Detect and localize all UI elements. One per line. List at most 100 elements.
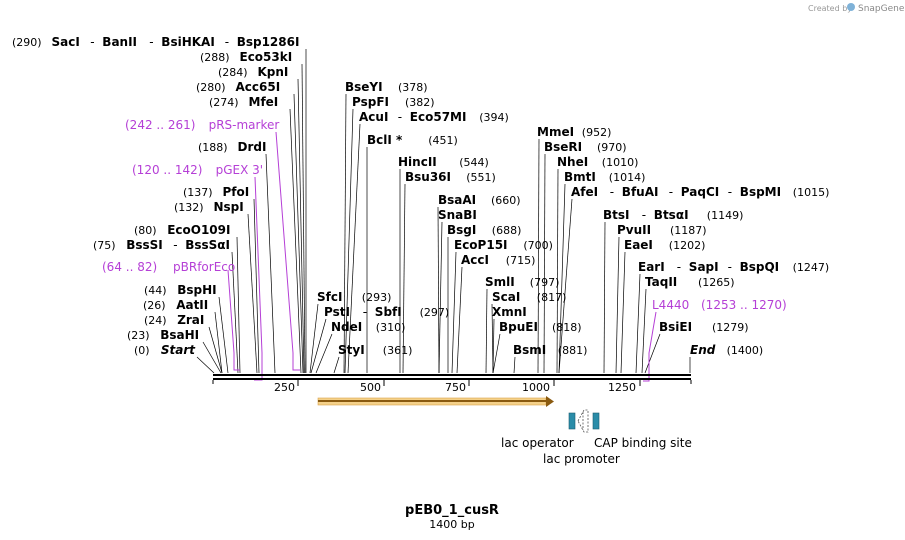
enzyme-name: Bsu36I xyxy=(405,170,451,184)
site-position: (137) xyxy=(183,186,213,199)
enzyme-site-label[interactable]: BsaAI (660) xyxy=(438,193,521,207)
enzyme-name: SbfI xyxy=(375,305,402,319)
enzyme-site-label[interactable]: ScaI (817) xyxy=(492,290,566,304)
enzyme-name: PstI xyxy=(324,305,350,319)
plasmid-name: pEB0_1_cusR xyxy=(405,503,499,518)
credit-brand: SnapGene xyxy=(858,4,905,14)
lac-features[interactable]: lac operator CAP binding site lac promot… xyxy=(501,409,692,466)
enzyme-name: BsaAI xyxy=(438,193,476,207)
orf-arrow[interactable] xyxy=(317,396,554,407)
enzyme-site-label[interactable]: (137) PfoI xyxy=(183,185,249,199)
site-position: (280) xyxy=(196,81,226,94)
enzyme-site-label[interactable]: XmnI xyxy=(492,305,527,319)
enzyme-name: ScaI xyxy=(492,290,520,304)
enzyme-site-label[interactable]: PvuII (1187) xyxy=(617,223,707,237)
enzyme-site-label[interactable]: BsiEI (1279) xyxy=(659,320,749,334)
enzyme-site-label[interactable]: EaeI (1202) xyxy=(624,238,705,252)
site-position: (970) xyxy=(597,141,627,154)
enzyme-name: BspHI xyxy=(177,283,216,297)
site-position: (120 .. 142) xyxy=(132,163,202,177)
enzyme-site-label[interactable]: AcuI - Eco57MI (394) xyxy=(359,110,509,124)
snapgene-credit: Created by SnapGene xyxy=(808,3,905,14)
enzyme-site-label[interactable]: (132) NspI xyxy=(174,200,244,214)
enzyme-site-label[interactable]: Bsu36I (551) xyxy=(405,170,496,184)
enzyme-site-label[interactable]: AfeI - BfuAI - PaqCI - BspMI (1015) xyxy=(571,185,829,199)
axis-tick-label: 250 xyxy=(274,381,295,394)
enzyme-site-label[interactable]: HincII (544) xyxy=(398,155,489,169)
enzyme-site-label[interactable]: SnaBI xyxy=(438,208,477,222)
site-position: (26) xyxy=(143,299,166,312)
enzyme-site-label[interactable]: (80) EcoO109I xyxy=(134,223,230,237)
enzyme-site-label[interactable]: (26) AatII xyxy=(143,298,208,312)
enzyme-name: PaqCI xyxy=(681,185,719,199)
site-position: (1253 .. 1270) xyxy=(701,298,787,312)
enzyme-site-label[interactable]: BsgI (688) xyxy=(447,223,521,237)
site-position: (1015) xyxy=(793,186,830,199)
enzyme-site-label[interactable]: AccI (715) xyxy=(461,253,535,267)
enzyme-name: BssSI xyxy=(126,238,163,252)
enzyme-site-label[interactable]: End (1400) xyxy=(690,343,763,357)
enzyme-site-label[interactable]: MmeI (952) xyxy=(537,125,611,139)
enzyme-site-label[interactable]: BclI * (451) xyxy=(367,133,458,147)
enzyme-site-label[interactable]: PspFI (382) xyxy=(352,95,435,109)
enzyme-site-label[interactable]: (280) Acc65I xyxy=(196,80,280,94)
enzyme-site-label[interactable]: BmtI (1014) xyxy=(564,170,645,184)
site-position: (1187) xyxy=(670,224,707,237)
site-position: (382) xyxy=(405,96,435,109)
enzyme-site-label[interactable]: BpuEI (818) xyxy=(499,320,582,334)
enzyme-site-label[interactable]: (188) DrdI xyxy=(198,140,266,154)
enzyme-site-label[interactable]: NdeI (310) xyxy=(331,320,405,334)
enzyme-site-label[interactable]: (24) ZraI xyxy=(144,313,204,327)
enzyme-name: SfcI xyxy=(317,290,342,304)
enzyme-name: StyI xyxy=(338,343,365,357)
enzyme-name: XmnI xyxy=(492,305,527,319)
enzyme-name: BanII xyxy=(102,35,137,49)
enzyme-site-label[interactable]: NheI (1010) xyxy=(557,155,638,169)
site-position: (0) xyxy=(134,344,150,357)
site-position: (952) xyxy=(582,126,612,139)
site-position: (551) xyxy=(466,171,496,184)
enzyme-site-label[interactable]: (284) KpnI xyxy=(218,65,288,79)
site-position: (394) xyxy=(479,111,509,124)
enzyme-site-label[interactable]: SmlI (797) xyxy=(485,275,559,289)
enzyme-site-label[interactable]: BseRI (970) xyxy=(544,140,627,154)
enzyme-site-label[interactable]: StyI (361) xyxy=(338,343,412,357)
lac-operator-label: lac operator xyxy=(501,436,574,450)
enzyme-site-label[interactable]: SfcI (293) xyxy=(317,290,391,304)
enzyme-site-label[interactable]: (44) BspHI xyxy=(144,283,217,297)
enzyme-site-label[interactable]: (0) Start xyxy=(134,343,196,357)
site-position: (817) xyxy=(537,291,567,304)
enzyme-name: BseYI xyxy=(345,80,383,94)
enzyme-site-label[interactable]: BtsI - BtsαI (1149) xyxy=(603,208,743,222)
enzyme-site-label[interactable]: (290) SacI - BanII - BsiHKAI - Bsp1286I xyxy=(12,35,299,49)
primer-label[interactable]: (242 .. 261) pRS-marker xyxy=(125,118,279,132)
axis-ticks: 250 500 750 1000 1250 xyxy=(274,380,641,394)
enzyme-site-label[interactable]: (23) BsaHI xyxy=(127,328,199,342)
enzyme-name: BsmI xyxy=(513,343,546,357)
enzyme-name: PspFI xyxy=(352,95,389,109)
site-position: (64 .. 82) xyxy=(102,260,157,274)
enzyme-site-label[interactable]: EcoP15I (700) xyxy=(454,238,553,252)
site-position: (274) xyxy=(209,96,239,109)
enzyme-site-label[interactable]: TaqII (1265) xyxy=(645,275,735,289)
enzyme-name: AatII xyxy=(176,298,208,312)
enzyme-site-label[interactable]: (75) BssSI - BssSαI xyxy=(93,238,230,252)
enzyme-site-label[interactable]: EarI - SapI - BspQI (1247) xyxy=(638,260,829,274)
enzyme-site-label[interactable]: BsmI (881) xyxy=(513,343,587,357)
enzyme-name: BspMI xyxy=(740,185,781,199)
primer-label[interactable]: (120 .. 142) pGEX 3' xyxy=(132,163,263,177)
enzyme-site-label[interactable]: PstI - SbfI (297) xyxy=(324,305,449,319)
cap-site-block[interactable] xyxy=(592,412,600,430)
primer-label[interactable]: (64 .. 82) pBRforEco xyxy=(102,260,235,274)
enzyme-name: AccI xyxy=(461,253,489,267)
site-position: (1149) xyxy=(707,209,744,222)
enzyme-site-label[interactable]: (288) Eco53kI xyxy=(200,50,292,64)
enzyme-site-label[interactable]: BseYI (378) xyxy=(345,80,428,94)
lac-operator-block[interactable] xyxy=(568,412,576,430)
cap-site-label: CAP binding site xyxy=(594,436,692,450)
enzyme-name: NheI xyxy=(557,155,588,169)
enzyme-site-label[interactable]: (274) MfeI xyxy=(209,95,278,109)
site-position: (1014) xyxy=(609,171,646,184)
primer-label[interactable]: L4440 (1253 .. 1270) xyxy=(652,298,787,312)
